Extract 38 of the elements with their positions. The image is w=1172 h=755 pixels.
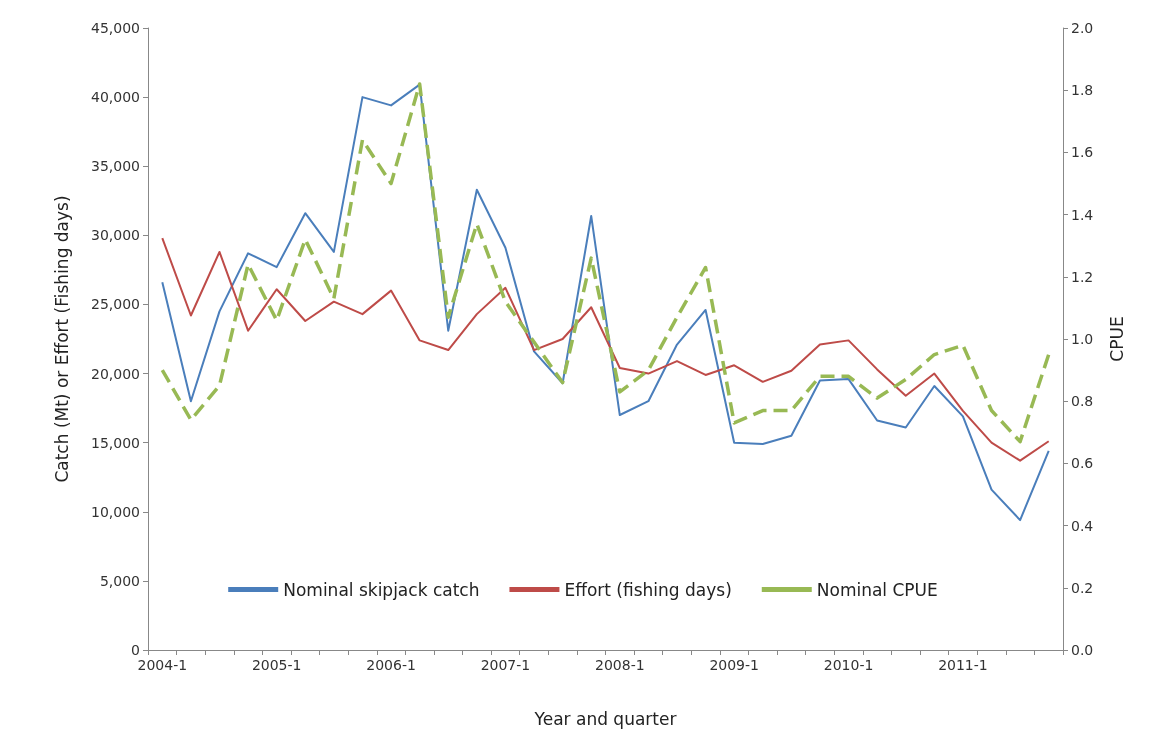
legend-label: Nominal CPUE [816, 579, 938, 600]
y-tick-label: 30,000 [91, 227, 140, 244]
y-tick-label: 10,000 [91, 503, 140, 520]
y2-tick-label: 1.2 [1071, 268, 1094, 285]
y2-tick-label: 0.4 [1071, 517, 1094, 534]
x-tick-label: 2010-1 [823, 657, 874, 673]
y-tick-label: 25,000 [91, 296, 140, 313]
y2-axis-title: CPUE [1106, 316, 1127, 362]
x-tick-label: 2009-1 [709, 657, 759, 673]
y2-tick-label: 1.4 [1071, 206, 1094, 223]
legend-label: Nominal skipjack catch [283, 579, 480, 600]
x-tick-label: 2011-1 [938, 657, 988, 673]
line-series [160, 82, 1051, 444]
line-series [161, 83, 1050, 522]
x-tick-label: 2004-1 [137, 657, 188, 673]
y-tick-label: 40,000 [91, 89, 140, 106]
y2-tick-label: 0.2 [1071, 579, 1094, 596]
y2-tick-label: 1.6 [1071, 144, 1094, 161]
x-tick-label: 2005-1 [251, 657, 302, 673]
y2-tick-label: 1.0 [1071, 331, 1094, 347]
y2-tick-label: 0.6 [1071, 455, 1094, 472]
y2-tick-label: 0.0 [1071, 642, 1094, 658]
y-tick-label: 5,000 [99, 572, 140, 589]
x-tick-label: 2006-1 [366, 657, 416, 673]
y2-tick-label: 1.8 [1071, 82, 1094, 99]
y-tick-label: 20,000 [91, 365, 140, 382]
y-axis-title: Catch (Mt) or Effort (Fishing days) [51, 195, 72, 483]
x-axis-title: Year and quarter [533, 708, 677, 729]
x-tick-label: 2008-1 [595, 657, 645, 673]
line-series [161, 237, 1050, 462]
y2-tick-label: 2.0 [1071, 20, 1094, 36]
y-tick-label: 45,000 [91, 20, 140, 36]
x-tick-label: 2007-1 [480, 657, 531, 673]
y-tick-label: 15,000 [91, 434, 140, 451]
y-tick-label: 0 [131, 642, 140, 658]
y-tick-label: 35,000 [91, 158, 140, 175]
y2-tick-label: 0.8 [1071, 393, 1094, 410]
legend-label: Effort (fishing days) [564, 579, 732, 600]
